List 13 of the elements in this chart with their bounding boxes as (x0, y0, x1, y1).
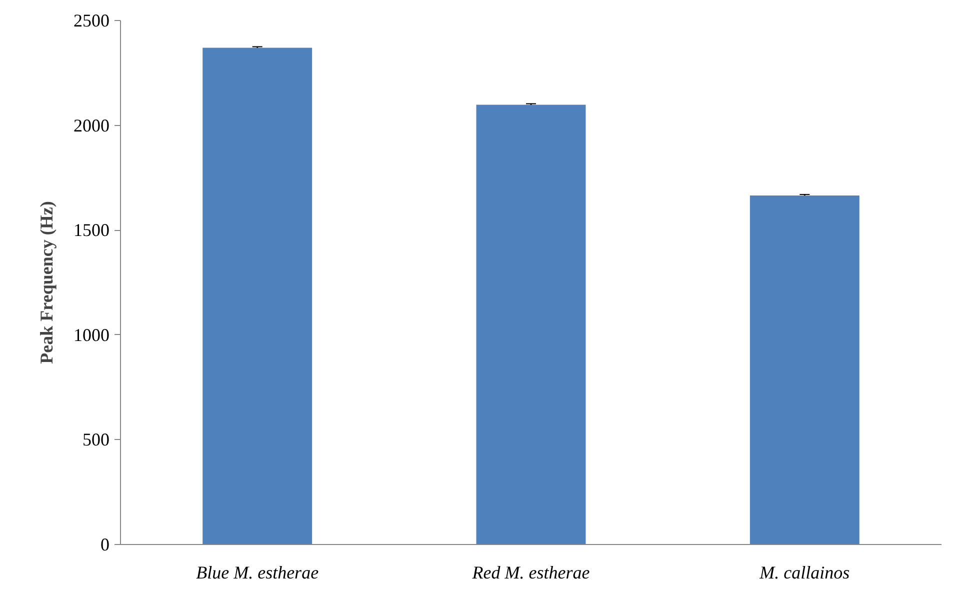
bar (476, 104, 586, 544)
y-tick-label: 1000 (74, 324, 110, 345)
bar (750, 196, 860, 544)
y-tick-label: 2000 (74, 115, 110, 136)
bar (202, 48, 312, 544)
x-tick-label: Red M. estherae (471, 562, 590, 582)
y-tick-label: 0 (100, 534, 110, 554)
y-axis-title: Peak Frequency (Hz) (36, 201, 56, 364)
y-tick-label: 500 (82, 430, 110, 450)
y-tick-label: 2500 (74, 10, 110, 30)
x-tick-label: M. callainos (758, 562, 850, 582)
x-tick-label: Blue M. estherae (196, 562, 319, 582)
y-tick-label: 1500 (74, 220, 110, 240)
